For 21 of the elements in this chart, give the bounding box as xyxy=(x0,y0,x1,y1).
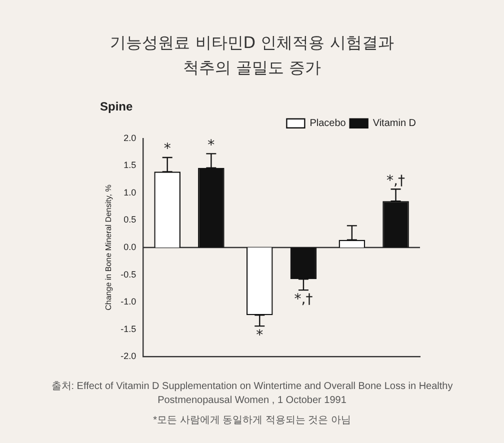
y-tick-label: 0.5 xyxy=(124,214,136,225)
data-label: * xyxy=(208,137,215,154)
y-tick-label: 1.5 xyxy=(124,160,136,170)
y-tick-label: -2.0 xyxy=(120,351,136,362)
y-tick-label: -1.5 xyxy=(120,324,136,334)
y-tick-label: 0.0 xyxy=(124,242,136,252)
data-label: * xyxy=(164,141,171,158)
chart-subtitle: Spine xyxy=(100,100,133,114)
source-note: 출처: Effect of Vitamin D Supplementation on Wintertime and Overall Bone Loss in Healthy Postmenopausal Women , 1 October 1991 xyxy=(50,380,454,408)
legend-label: Placebo xyxy=(310,118,346,130)
y-tick-label: 1.0 xyxy=(124,187,136,198)
data-label: *,† xyxy=(386,172,405,189)
data-label: *,† xyxy=(294,292,313,308)
y-tick-label: -1.0 xyxy=(120,296,136,307)
legend-label: Vitamin D xyxy=(372,118,416,130)
y-tick-label: -0.5 xyxy=(120,269,136,280)
data-label: * xyxy=(256,328,264,344)
chart-title: 기능성원료 비타민D 인체적용 시험결과 척추의 골밀도 증가 xyxy=(109,32,395,79)
y-tick-label: 2.0 xyxy=(124,132,136,143)
text: *모든 사람에게 동일하게 적용되는 것은 아님 xyxy=(152,414,352,428)
y-axis-title: Change in Bone Mineral Density, % xyxy=(104,184,114,310)
